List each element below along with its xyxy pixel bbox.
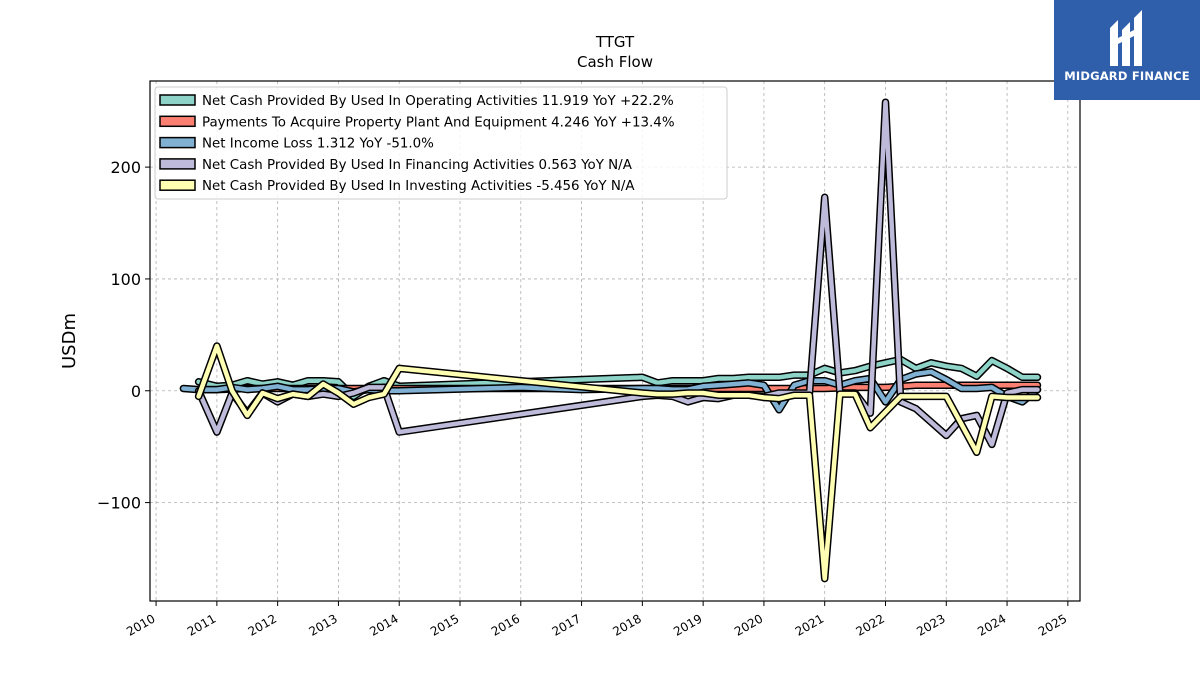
y-tick-label: 0 bbox=[131, 382, 141, 401]
legend-label-0: Net Cash Provided By Used In Operating A… bbox=[202, 94, 674, 109]
x-tick-label: 2023 bbox=[914, 611, 947, 638]
y-tick-label: −100 bbox=[97, 494, 141, 513]
legend-swatch-4 bbox=[159, 179, 196, 191]
legend-swatch-2 bbox=[159, 136, 196, 149]
legend-label-3: Net Cash Provided By Used In Financing A… bbox=[202, 158, 633, 173]
x-tick-label: 2018 bbox=[610, 611, 643, 638]
x-tick-label: 2017 bbox=[550, 611, 583, 638]
x-tick-label: 2015 bbox=[428, 611, 461, 638]
brand-name: MIDGARD FINANCE bbox=[1064, 69, 1190, 83]
chart-title: TTGT bbox=[595, 33, 635, 51]
y-tick-label: 100 bbox=[110, 270, 141, 289]
x-tick-label: 2022 bbox=[854, 611, 887, 638]
y-axis-label: USDm bbox=[59, 313, 80, 369]
y-axis: −100 0 100 200 bbox=[97, 158, 150, 513]
x-axis: 2010 2011 2012 2013 2014 2015 2016 2017 2018 2019… bbox=[124, 601, 1069, 639]
y-tick-label: 200 bbox=[110, 158, 141, 177]
series-line-4 bbox=[196, 343, 1040, 581]
chart-subtitle: Cash Flow bbox=[577, 53, 653, 71]
x-tick-label: 2021 bbox=[793, 611, 826, 638]
x-tick-label: 2012 bbox=[246, 611, 279, 638]
x-tick-label: 2019 bbox=[671, 611, 704, 638]
legend-box bbox=[154, 86, 728, 200]
legend-label-2: Net Income Loss 1.312 YoY -51.0% bbox=[202, 137, 434, 152]
series-line-0 bbox=[196, 357, 1040, 399]
legend-swatch-0 bbox=[159, 94, 196, 106]
x-tick-label: 2011 bbox=[185, 611, 218, 638]
legend-label-1: Payments To Acquire Property Plant And E… bbox=[202, 115, 675, 130]
x-tick-label: 2025 bbox=[1036, 611, 1069, 638]
legend-swatch-1 bbox=[159, 115, 196, 128]
series-line-2 bbox=[181, 369, 1040, 413]
series-lines bbox=[179, 98, 1042, 583]
x-tick-label: 2014 bbox=[367, 611, 400, 638]
x-tick-label: 2024 bbox=[975, 611, 1008, 638]
x-tick-label: 2010 bbox=[124, 611, 157, 638]
brand-logo: MIDGARD FINANCE bbox=[1054, 0, 1200, 100]
x-tick-label: 2020 bbox=[732, 611, 765, 638]
plot-frame bbox=[149, 80, 1081, 602]
x-tick-label: 2013 bbox=[306, 611, 339, 638]
legend-label-4: Net Cash Provided By Used In Investing A… bbox=[202, 179, 635, 194]
x-tick-label: 2016 bbox=[489, 611, 522, 638]
legend: Net Cash Provided By Used In Operating A… bbox=[154, 86, 728, 200]
legend-swatch-3 bbox=[159, 158, 196, 170]
midgard-logo-icon bbox=[1110, 10, 1142, 66]
